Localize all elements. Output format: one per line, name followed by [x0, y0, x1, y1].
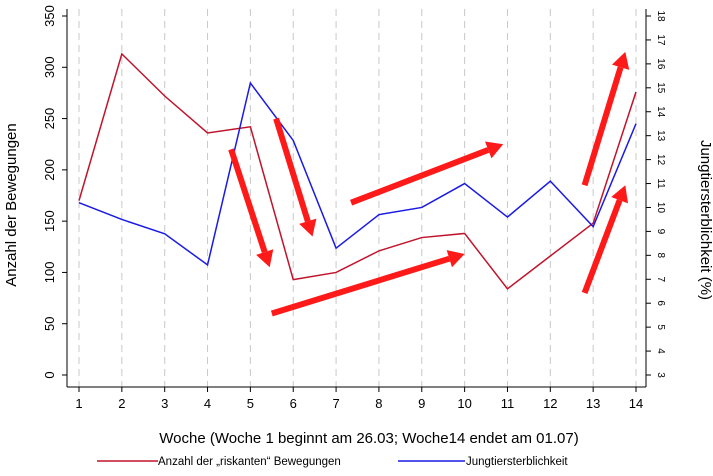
series-1-point-14 — [634, 122, 638, 126]
series-0-point-11 — [505, 287, 509, 291]
series-line-0 — [78, 52, 637, 290]
y-right-tick-label-10: 10 — [655, 202, 666, 214]
y-right-tick-label-3: 3 — [655, 372, 666, 378]
annotation-arrow-shaft-5 — [581, 199, 623, 295]
series-1-point-10 — [463, 182, 467, 186]
y-left-tick-label-0: 0 — [42, 371, 57, 378]
x-tick-label-1: 1 — [75, 396, 82, 411]
x-tick-label-5: 5 — [247, 396, 254, 411]
y-right-tick-label-4: 4 — [655, 348, 666, 354]
annotation-arrow-shaft-3 — [270, 255, 451, 317]
x-tick-label-14: 14 — [629, 396, 643, 411]
series-1-point-9 — [420, 205, 424, 209]
x-tick-label-7: 7 — [332, 396, 339, 411]
annotation-arrow-shaft-0 — [228, 148, 268, 254]
y-right-tick-label-11: 11 — [655, 178, 666, 189]
annotation-arrow-shaft-2 — [349, 147, 490, 206]
annotation-arrow-head-0 — [256, 249, 274, 268]
series-1-point-7 — [334, 246, 338, 250]
series-0-point-9 — [420, 236, 424, 240]
y-right-tick-label-12: 12 — [655, 154, 666, 166]
annotation-arrow-head-1 — [299, 218, 317, 237]
series-0-point-5 — [248, 125, 252, 129]
legend-label-mortality: Jungtiersterblichkeit — [466, 456, 568, 468]
series-0-point-2 — [120, 52, 124, 56]
x-tick-label-8: 8 — [375, 396, 382, 411]
series-0-point-8 — [377, 249, 381, 253]
y-right-tick-label-7: 7 — [655, 276, 666, 282]
series-1-point-12 — [548, 179, 552, 183]
y-left-tick-label-350: 350 — [42, 5, 57, 27]
annotation-arrow-head-3 — [446, 250, 465, 268]
y-right-tick-label-16: 16 — [655, 58, 666, 70]
y-axis-left-title: Anzahl der Bewegungen — [3, 123, 20, 286]
x-tick-label-11: 11 — [501, 396, 515, 411]
y-right-tick-label-5: 5 — [655, 324, 666, 330]
annotation-arrow-head-4 — [612, 51, 630, 70]
series-layer — [77, 52, 638, 291]
series-0-point-12 — [548, 254, 552, 258]
series-0-point-14 — [634, 90, 638, 94]
x-tick-label-6: 6 — [290, 396, 297, 411]
annotation-arrow-head-2 — [485, 141, 504, 159]
y-right-tick-label-17: 17 — [655, 34, 666, 46]
x-tick-label-9: 9 — [418, 396, 425, 411]
x-tick-label-3: 3 — [161, 396, 168, 411]
y-right-tick-label-14: 14 — [655, 106, 666, 118]
series-1-point-4 — [206, 263, 210, 267]
annotation-arrow-shaft-1 — [273, 117, 311, 223]
y-right-tick-label-18: 18 — [655, 10, 666, 22]
x-tick-label-10: 10 — [457, 396, 471, 411]
y-right-tick-label-6: 6 — [655, 300, 666, 306]
x-tick-label-2: 2 — [118, 396, 125, 411]
y-left-tick-label-100: 100 — [42, 262, 57, 284]
series-0-point-3 — [163, 94, 167, 98]
series-0-point-10 — [463, 231, 467, 235]
legend: Anzahl der „riskanten“ Bewegungen Jungti… — [97, 456, 568, 468]
y-right-tick-label-9: 9 — [655, 229, 666, 235]
series-1-point-13 — [591, 225, 595, 229]
y-right-tick-label-13: 13 — [655, 130, 666, 142]
x-axis-title: Woche (Woche 1 beginnt am 26.03; Woche14… — [159, 430, 578, 447]
series-0-point-7 — [334, 270, 338, 274]
y-right-tick-label-15: 15 — [655, 82, 666, 94]
series-1-point-8 — [377, 213, 381, 217]
series-1-point-5 — [248, 81, 252, 85]
x-tick-label-12: 12 — [543, 396, 557, 411]
annotation-arrow-head-5 — [611, 185, 629, 204]
annotation-arrow-shaft-4 — [581, 66, 624, 187]
y-left-tick-label-150: 150 — [42, 210, 57, 232]
y-left-tick-label-300: 300 — [42, 56, 57, 78]
x-tick-label-13: 13 — [586, 396, 600, 411]
series-line-1 — [78, 81, 637, 267]
series-0-point-6 — [291, 278, 295, 282]
axes-layer: 1 2 3 4 5 6 7 8 9 10 11 12 13 14050100150200250300350… — [42, 5, 666, 411]
annotation-layer — [228, 51, 630, 317]
y-left-tick-label-50: 50 — [42, 316, 57, 330]
series-0-point-4 — [206, 131, 210, 135]
series-1-point-6 — [291, 138, 295, 142]
series-1-point-3 — [163, 232, 167, 236]
series-1-point-1 — [77, 201, 81, 205]
y-right-tick-label-8: 8 — [655, 253, 666, 259]
series-1-point-2 — [120, 217, 124, 221]
series-1-point-11 — [505, 215, 509, 219]
grid-layer — [78, 9, 637, 387]
y-left-tick-label-250: 250 — [42, 108, 57, 130]
y-axis-right-title: Jungtiersterblichkeit (%) — [697, 140, 713, 300]
y-left-tick-label-200: 200 — [42, 159, 57, 181]
legend-label-risky-movements: Anzahl der „riskanten“ Bewegungen — [158, 456, 341, 468]
x-tick-label-4: 4 — [204, 396, 211, 411]
